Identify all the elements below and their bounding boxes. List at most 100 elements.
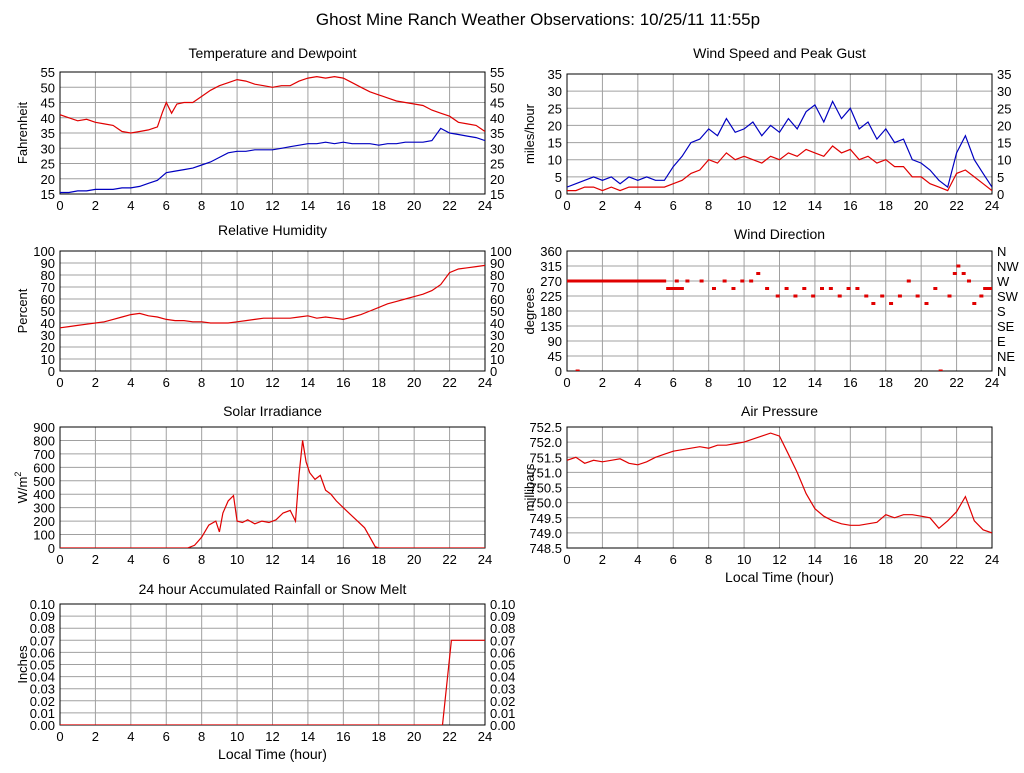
wdir-ytick-label: 270 — [540, 274, 562, 289]
wdir-point — [846, 287, 851, 290]
rh-xtick-label: 16 — [336, 375, 350, 390]
rh-ytick-label: 100 — [33, 244, 55, 259]
rh-frame — [59, 250, 486, 372]
solar-ytick-label: 300 — [33, 501, 55, 516]
wdir-point — [775, 294, 780, 298]
pressure-xtick-label: 2 — [599, 552, 606, 567]
rh-ytick-label-right: 100 — [490, 244, 512, 259]
wind-ytick-label-right: 10 — [997, 153, 1011, 168]
temp-series-line-1 — [60, 127, 485, 194]
solar-ytick-label: 600 — [33, 460, 55, 475]
pressure-ytick-label: 752.0 — [529, 435, 562, 450]
wind-ytick-label-right: 25 — [997, 101, 1011, 116]
wdir-point — [938, 369, 943, 371]
wind-xtick-label: 22 — [949, 198, 963, 213]
temp-ytick-label: 35 — [41, 126, 55, 141]
wind-ylabel: miles/hour — [522, 103, 537, 164]
wind-ytick-label: 0 — [555, 187, 562, 202]
rh-ytick-label-right: 20 — [490, 340, 504, 355]
wind-xtick-label: 2 — [599, 198, 606, 213]
wdir-xtick-label: 4 — [634, 375, 641, 390]
pressure-xtick-label: 4 — [634, 552, 641, 567]
temp-ytick-label: 40 — [41, 111, 55, 126]
wdir-point — [961, 272, 966, 275]
temp-frame — [59, 71, 486, 195]
wdir-xtick-label: 10 — [737, 375, 751, 390]
wdir-point — [864, 294, 869, 298]
wdir-point — [956, 264, 961, 268]
wdir-point — [575, 369, 580, 371]
wdir-point — [966, 279, 971, 283]
rh-xtick-label: 24 — [478, 375, 492, 390]
wdir-frame — [566, 250, 993, 372]
wind-ytick-label-right: 35 — [997, 67, 1011, 82]
wind-ytick-label-right: 20 — [997, 118, 1011, 133]
rain-xtick-label: 2 — [92, 729, 99, 744]
rain-ytick-label: 0.01 — [30, 706, 55, 721]
wind-ytick-label-right: 0 — [997, 187, 1004, 202]
rain-ytick-label-right: 0.10 — [490, 597, 515, 612]
rh-xtick-label: 12 — [265, 375, 279, 390]
rh-ytick-label-right: 60 — [490, 292, 504, 307]
solar-ytick-label: 200 — [33, 514, 55, 529]
rh-xtick-label: 6 — [163, 375, 170, 390]
wdir-xtick-label: 12 — [772, 375, 786, 390]
page-title: Ghost Mine Ranch Weather Observations: 1… — [316, 10, 760, 29]
rh-xtick-label: 10 — [230, 375, 244, 390]
pressure-frame — [566, 426, 993, 549]
wdir-point — [756, 272, 761, 275]
rain-xtick-label: 16 — [336, 729, 350, 744]
rain-plot-area — [60, 639, 485, 725]
rh-xtick-label: 18 — [372, 375, 386, 390]
wdir-xtick-label: 20 — [914, 375, 928, 390]
temp-xtick-label: 12 — [265, 198, 279, 213]
wdir-compass-label: E — [997, 334, 1006, 349]
wdir-compass-label: N — [997, 364, 1006, 379]
rh-series-line-0 — [60, 264, 485, 329]
wdir-point — [952, 272, 957, 275]
rh-ytick-label: 0 — [48, 364, 55, 379]
wdir-compass-label: SE — [997, 319, 1015, 334]
wdir-point — [811, 294, 816, 298]
wind-title: Wind Speed and Peak Gust — [693, 45, 866, 61]
temp-ytick-label: 50 — [41, 80, 55, 95]
wind-ytick-label-right: 15 — [997, 136, 1011, 151]
rain-ytick-label: 0.05 — [30, 658, 55, 673]
solar-xtick-label: 10 — [230, 552, 244, 567]
rain-ytick-label: 0.02 — [30, 694, 55, 709]
wdir-point — [793, 294, 798, 298]
wind-ytick-label: 20 — [548, 118, 562, 133]
temp-xtick-label: 16 — [336, 198, 350, 213]
pressure-xtick-label: 6 — [670, 552, 677, 567]
wdir-xtick-label: 2 — [599, 375, 606, 390]
rain-xlabel: Local Time (hour) — [218, 746, 327, 762]
wdir-compass-label: W — [997, 274, 1010, 289]
temp-title: Temperature and Dewpoint — [188, 45, 356, 61]
rain-series-line-0 — [60, 639, 485, 725]
temp-xtick-label: 0 — [56, 198, 63, 213]
rain-xtick-label: 24 — [478, 729, 492, 744]
solar-ytick-label: 500 — [33, 474, 55, 489]
rain-ytick-label: 0.06 — [30, 645, 55, 660]
rh-xtick-label: 0 — [56, 375, 63, 390]
wdir-point — [837, 294, 842, 298]
rh-ytick-label-right: 30 — [490, 328, 504, 343]
rain-xtick-label: 12 — [265, 729, 279, 744]
pressure-xlabel: Local Time (hour) — [725, 569, 834, 585]
pressure-ytick-label: 752.5 — [529, 420, 562, 435]
rh-ytick-label: 40 — [41, 316, 55, 331]
solar-title: Solar Irradiance — [223, 403, 322, 419]
wind-xtick-label: 18 — [879, 198, 893, 213]
pressure-title: Air Pressure — [741, 403, 818, 419]
wdir-ytick-label: 315 — [540, 259, 562, 274]
rh-ytick-label-right: 50 — [490, 304, 504, 319]
wdir-ytick-label: 0 — [555, 364, 562, 379]
solar-xtick-label: 22 — [442, 552, 456, 567]
wind-ytick-label: 5 — [555, 170, 562, 185]
pressure-ytick-label: 749.5 — [529, 511, 562, 526]
pressure-xtick-label: 18 — [879, 552, 893, 567]
